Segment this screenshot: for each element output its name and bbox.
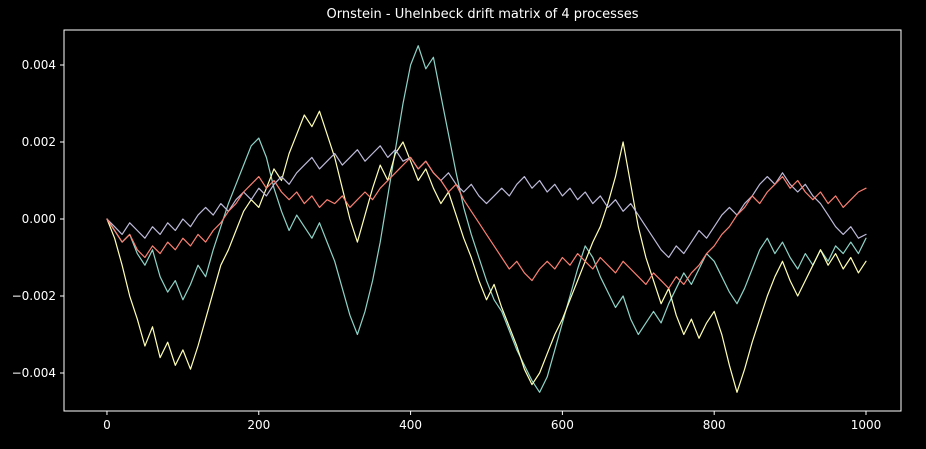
y-tick-label: 0.000 (22, 212, 56, 226)
series-line-process-3 (106, 145, 867, 259)
chart-title: Ornstein - Uhelnbeck drift matrix of 4 p… (326, 7, 639, 22)
x-tick-label: 800 (703, 418, 726, 432)
y-tick-label: 0.002 (22, 135, 56, 149)
plot-spines (63, 29, 902, 412)
series-line-process-1 (106, 45, 867, 393)
x-tick-label: 600 (551, 418, 574, 432)
x-tick-label: 1000 (851, 418, 882, 432)
x-axis: 0 200 400 600 800 1000 (103, 411, 881, 432)
x-tick-label: 200 (247, 418, 270, 432)
x-tick-label: 0 (103, 418, 111, 432)
series-line-process-2 (106, 110, 867, 393)
y-tick-label: −0.004 (12, 366, 56, 380)
x-tick-label: 400 (399, 418, 422, 432)
y-axis: −0.004 −0.002 0.000 0.002 0.004 (12, 58, 64, 380)
series-group (106, 45, 867, 393)
y-tick-label: −0.002 (12, 289, 56, 303)
series-line-process-4 (106, 156, 867, 289)
y-tick-label: 0.004 (22, 58, 56, 72)
